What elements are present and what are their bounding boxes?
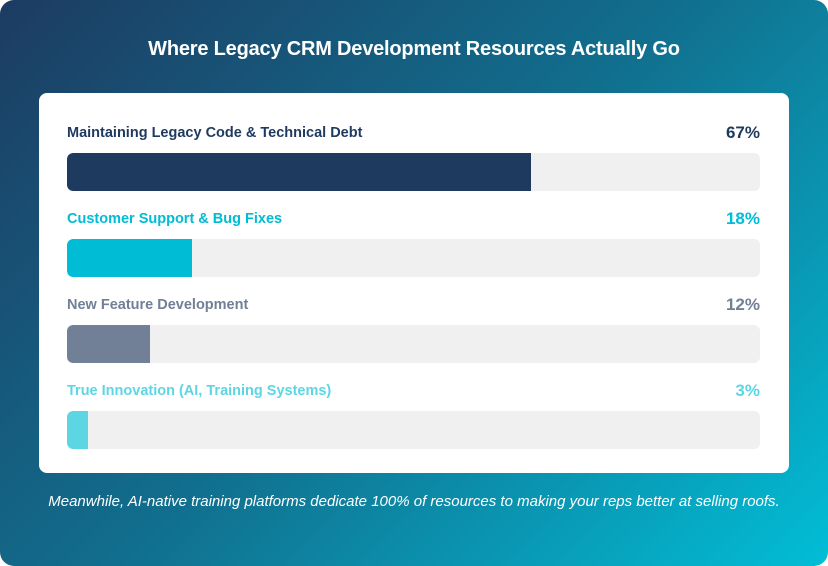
bar-track [67,411,760,449]
bar-value-label: 3% [735,381,760,400]
bar [67,153,532,191]
chart-card: Maintaining Legacy Code & Technical Debt… [39,93,789,473]
bar-row: New Feature Development 12% [67,295,760,377]
footnote: Meanwhile, AI-native training platforms … [48,493,780,510]
bar-label: Maintaining Legacy Code & Technical Debt [67,125,363,141]
bar-label: Customer Support & Bug Fixes [67,211,283,227]
bar-label: True Innovation (AI, Training Systems) [67,383,332,399]
bar-row: Customer Support & Bug Fixes 18% [67,209,760,291]
bar-row: True Innovation (AI, Training Systems) 3% [67,381,760,463]
bar-value-label: 12% [725,295,760,314]
bar-label: New Feature Development [67,297,249,313]
bar-track [67,153,760,191]
bar-value-label: 67% [725,123,760,142]
bar-row: Maintaining Legacy Code & Technical Debt… [67,123,760,205]
bar [67,411,88,449]
chart-title: Where Legacy CRM Development Resources A… [148,38,680,60]
bar [67,325,151,363]
bar-value-label: 18% [725,209,760,228]
bar-track [67,325,760,363]
bar [67,239,192,277]
bar-track [67,239,760,277]
